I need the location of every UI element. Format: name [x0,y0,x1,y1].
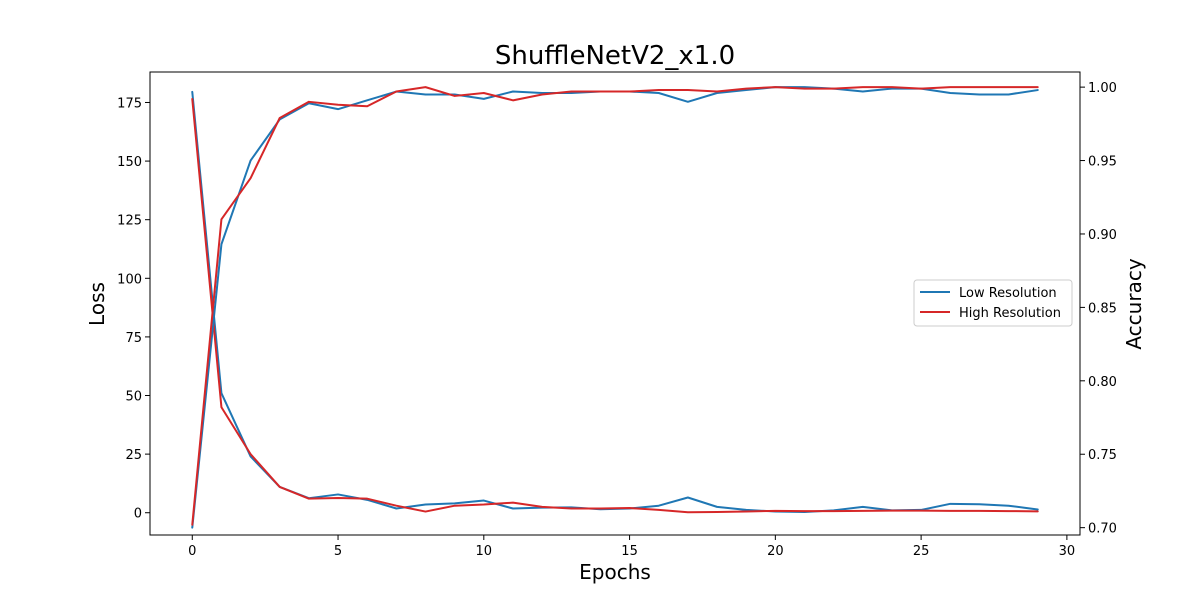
left-y-tick-label: 100 [117,272,142,287]
right-y-tick-label: 0.80 [1088,375,1117,390]
right-y-tick-label: 0.90 [1088,228,1117,243]
right-y-tick-label: 1.00 [1088,81,1117,96]
series-line-high-resolution-accuracy [191,86,1039,526]
series-lines [191,86,1039,529]
x-tick-label: 20 [767,544,784,559]
x-tick-label: 5 [334,544,342,559]
right-y-tick-label: 0.75 [1088,448,1117,463]
right-y-axis-label: Accuracy [1122,258,1146,349]
x-tick-label: 15 [621,544,638,559]
left-y-tick-label: 75 [125,331,142,346]
x-axis-ticks: 0 5 10 15 20 25 30 [188,535,1075,559]
x-tick-label: 10 [476,544,493,559]
right-y-tick-label: 0.70 [1088,522,1117,537]
x-tick-label: 25 [913,544,930,559]
series-line-low-resolution-accuracy [191,86,1039,529]
series-line-low-resolution-loss [191,90,1039,514]
x-axis-label: Epochs [579,560,651,584]
right-y-tick-label: 0.85 [1088,301,1117,316]
left-y-axis-label: Loss [85,282,109,326]
left-y-tick-label: 150 [117,155,142,170]
x-tick-label: 30 [1059,544,1076,559]
left-y-tick-label: 50 [125,390,142,405]
left-y-tick-label: 125 [117,214,142,229]
legend: Low Resolution High Resolution [913,279,1073,327]
left-y-axis-ticks: 0 25 50 75 100 125 150 175 [117,96,150,522]
right-y-axis-ticks: 0.70 0.75 0.80 0.85 0.90 0.95 1.00 [1080,81,1117,537]
chart-title: ShuffleNetV2_x1.0 [495,41,735,71]
right-y-tick-label: 0.95 [1088,155,1117,170]
legend-box [913,279,1073,327]
series-line-high-resolution-loss [191,97,1039,514]
x-tick-label: 0 [188,544,196,559]
plot-frame [149,71,1081,536]
left-y-tick-label: 175 [117,96,142,111]
left-y-tick-label: 0 [134,507,142,522]
legend-label-low-resolution: Low Resolution [959,286,1057,301]
left-y-tick-label: 25 [125,448,142,463]
legend-label-high-resolution: High Resolution [959,306,1061,321]
